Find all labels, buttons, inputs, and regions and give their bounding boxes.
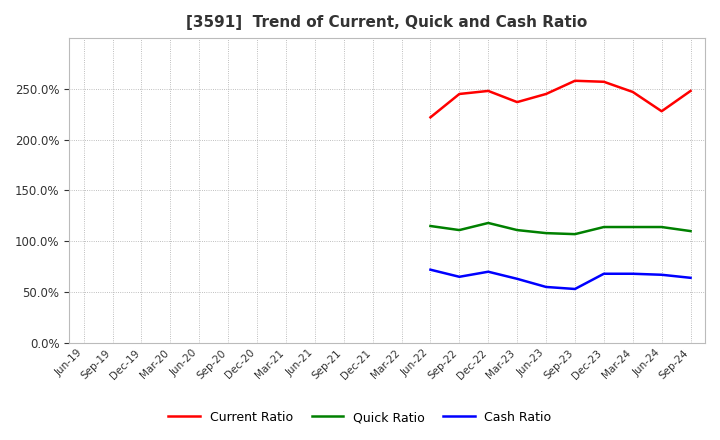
Cash Ratio (657, 272, 666, 277)
Current Ratio (600, 79, 608, 84)
Legend: Current Ratio, Quick Ratio, Cash Ratio: Current Ratio, Quick Ratio, Cash Ratio (163, 407, 557, 429)
Current Ratio (629, 89, 637, 95)
Quick Ratio (541, 231, 550, 236)
Title: [3591]  Trend of Current, Quick and Cash Ratio: [3591] Trend of Current, Quick and Cash … (186, 15, 588, 30)
Cash Ratio (686, 275, 695, 280)
Current Ratio (484, 88, 492, 94)
Quick Ratio (657, 224, 666, 230)
Quick Ratio (484, 220, 492, 226)
Line: Cash Ratio: Cash Ratio (431, 270, 690, 289)
Quick Ratio (600, 224, 608, 230)
Cash Ratio (629, 271, 637, 276)
Cash Ratio (513, 276, 521, 282)
Cash Ratio (455, 274, 464, 279)
Current Ratio (426, 115, 435, 120)
Line: Quick Ratio: Quick Ratio (431, 223, 690, 234)
Line: Current Ratio: Current Ratio (431, 81, 690, 117)
Current Ratio (541, 92, 550, 97)
Cash Ratio (484, 269, 492, 275)
Current Ratio (513, 99, 521, 105)
Current Ratio (686, 88, 695, 94)
Current Ratio (657, 109, 666, 114)
Quick Ratio (455, 227, 464, 233)
Current Ratio (571, 78, 580, 84)
Cash Ratio (571, 286, 580, 292)
Quick Ratio (426, 224, 435, 229)
Quick Ratio (571, 231, 580, 237)
Quick Ratio (629, 224, 637, 230)
Cash Ratio (426, 267, 435, 272)
Cash Ratio (600, 271, 608, 276)
Cash Ratio (541, 284, 550, 290)
Quick Ratio (686, 228, 695, 234)
Quick Ratio (513, 227, 521, 233)
Current Ratio (455, 92, 464, 97)
